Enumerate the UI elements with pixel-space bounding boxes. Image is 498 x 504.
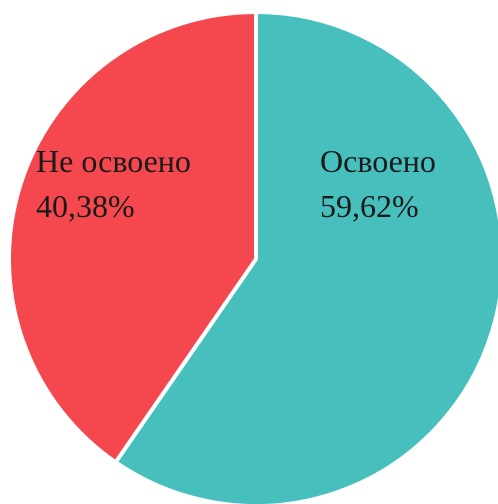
- slice-label-value: 59,62%: [320, 188, 419, 224]
- pie-slices: [7, 10, 498, 504]
- pie-slice-osvoeno: [113, 10, 498, 504]
- slice-label-value: 40,38%: [36, 188, 135, 224]
- slice-label-name: Освоено: [320, 143, 436, 179]
- slice-label-name: Не освоено: [36, 143, 191, 179]
- pie-slice-ne-osvoeno: [7, 10, 258, 465]
- pie-labels: Освоено 59,62% Не освоено 40,38%: [36, 143, 436, 224]
